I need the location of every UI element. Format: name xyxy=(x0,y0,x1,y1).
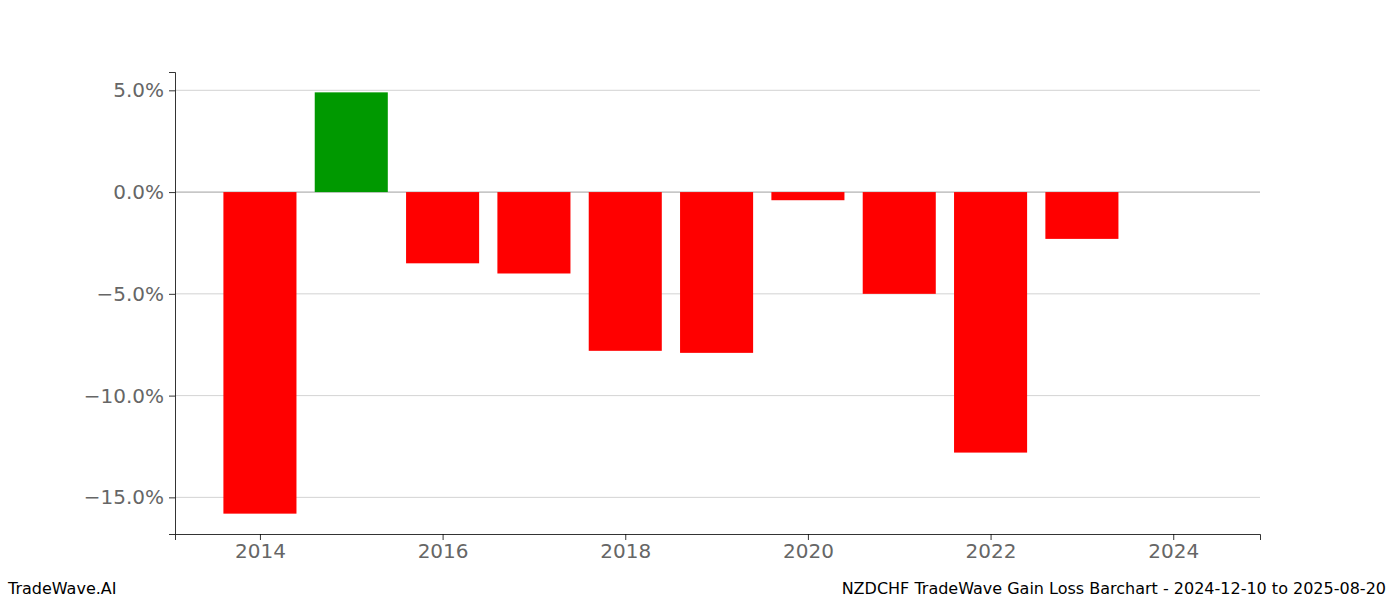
x-tick: 2022 xyxy=(966,534,1017,563)
bars xyxy=(223,92,1118,513)
grid-line xyxy=(175,395,1260,396)
y-tick: 0.0% xyxy=(113,180,175,204)
y-tick-mark xyxy=(169,396,175,397)
grid-line xyxy=(175,90,1260,91)
x-axis: 2014 2016 2018 2020 2022 2024 xyxy=(176,534,1261,563)
x-tick-label: 2014 xyxy=(235,539,286,563)
y-axis-line xyxy=(169,73,176,535)
x-tick-label: 2018 xyxy=(600,539,651,563)
title: NZDCHF TradeWave Gain Loss Barchart - 20… xyxy=(842,579,1386,598)
x-tick: 2016 xyxy=(418,534,469,563)
y-tick-mark xyxy=(169,90,175,91)
bar xyxy=(1045,192,1118,239)
watermark: TradeWave.AI xyxy=(7,579,116,598)
x-tick-label: 2024 xyxy=(1148,539,1199,563)
x-tick: 2024 xyxy=(1148,534,1199,563)
x-tick: 2018 xyxy=(600,534,651,563)
bar xyxy=(497,192,570,273)
y-axis: 5.0% 0.0% −5.0% −10.0% −15.0% xyxy=(84,73,176,535)
x-tick: 2020 xyxy=(783,534,834,563)
bar xyxy=(680,192,753,353)
y-tick-mark xyxy=(169,294,175,295)
grid-line xyxy=(175,497,1260,498)
y-tick: 5.0% xyxy=(113,78,175,102)
bar xyxy=(954,192,1027,453)
y-tick-label: 5.0% xyxy=(113,78,164,102)
grid xyxy=(175,90,1260,497)
chart: 2014 2016 2018 2020 2022 2024 5.0% 0.0% −5.0% −10… xyxy=(0,0,1400,600)
x-tick-label: 2022 xyxy=(966,539,1017,563)
x-tick-label: 2020 xyxy=(783,539,834,563)
y-tick-label: −5.0% xyxy=(96,282,164,306)
bar xyxy=(771,192,844,200)
y-tick-label: −15.0% xyxy=(84,485,164,509)
y-tick-mark xyxy=(169,192,175,193)
y-tick-label: 0.0% xyxy=(113,180,164,204)
bar xyxy=(589,192,662,351)
x-tick: 2014 xyxy=(235,534,286,563)
x-tick-label: 2016 xyxy=(418,539,469,563)
bar xyxy=(315,92,388,192)
bar xyxy=(863,192,936,294)
y-tick: −10.0% xyxy=(84,384,175,408)
y-tick-label: −10.0% xyxy=(84,384,164,408)
y-tick: −15.0% xyxy=(84,485,175,509)
y-tick-mark xyxy=(169,497,175,498)
bar xyxy=(406,192,479,263)
y-tick: −5.0% xyxy=(96,282,175,306)
x-axis-line xyxy=(176,535,1261,541)
bar xyxy=(223,192,296,514)
